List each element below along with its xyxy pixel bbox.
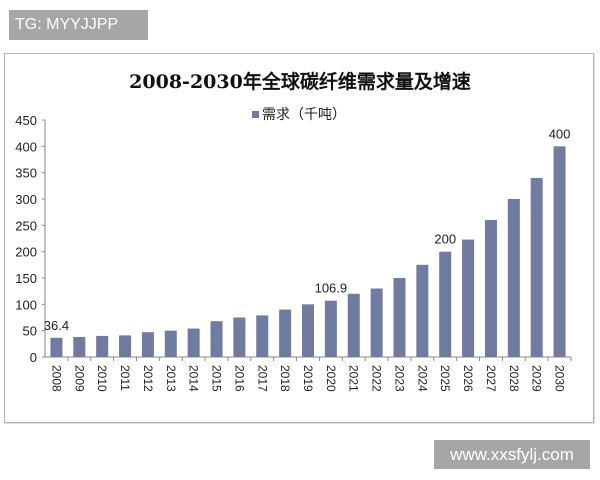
- legend: 需求（千吨）: [252, 104, 346, 124]
- x-tick-label: 2024: [415, 365, 429, 392]
- y-tick-label: 0: [30, 350, 37, 365]
- bar-2022: [370, 288, 383, 357]
- y-tick-label: 50: [23, 324, 37, 339]
- x-tick-label: 2026: [461, 365, 475, 392]
- x-tick-label: 2025: [438, 365, 452, 392]
- bar-2030: [553, 146, 566, 357]
- x-tick-label: 2017: [255, 365, 269, 392]
- bar-2019: [302, 304, 314, 357]
- x-tick-label: 2029: [530, 365, 544, 392]
- legend-label: 需求（千吨）: [262, 106, 346, 122]
- y-tick-label: 350: [15, 166, 37, 181]
- bar-2012: [141, 332, 154, 357]
- x-tick-label: 2023: [392, 365, 406, 392]
- bar-2023: [393, 278, 406, 357]
- watermark: www.xxsfylj.com: [434, 440, 590, 469]
- bar-2014: [187, 328, 200, 357]
- bar-2020: [324, 300, 337, 357]
- y-tick-label: 200: [15, 245, 37, 260]
- x-tick-label: 2011: [118, 365, 132, 391]
- bar-2010: [96, 335, 109, 357]
- data-label: 400: [549, 126, 571, 141]
- x-tick-label: 2015: [210, 365, 224, 392]
- x-tick-label: 2013: [164, 365, 178, 392]
- y-tick-label: 250: [15, 218, 37, 233]
- x-tick-label: 2010: [95, 365, 109, 392]
- data-label: 36.4: [44, 318, 69, 333]
- bar-2017: [256, 315, 269, 357]
- bar-2027: [484, 220, 497, 357]
- bar-2011: [119, 335, 132, 357]
- bar-2013: [164, 330, 177, 357]
- y-tick-label: 400: [15, 139, 37, 154]
- data-label: 106.9: [315, 281, 348, 296]
- y-tick-label: 300: [15, 192, 37, 207]
- bar-2016: [233, 317, 246, 357]
- bar-2009: [73, 336, 86, 357]
- y-tick-label: 100: [15, 297, 37, 312]
- bar-2008: [50, 337, 63, 357]
- bar-2018: [279, 309, 292, 357]
- x-tick-label: 2028: [507, 365, 521, 392]
- x-tick-label: 2027: [484, 365, 498, 392]
- x-tick-label: 2030: [553, 365, 567, 392]
- bar-2029: [530, 177, 543, 357]
- bar-2026: [462, 239, 475, 357]
- x-tick-label: 2014: [187, 365, 201, 392]
- bar-2015: [210, 321, 223, 357]
- y-tick-label: 150: [15, 271, 37, 286]
- x-tick-label: 2009: [72, 365, 86, 392]
- x-tick-label: 2020: [324, 365, 338, 392]
- bar-2025: [439, 251, 452, 357]
- legend-swatch: [252, 110, 259, 118]
- x-tick-label: 2016: [232, 365, 246, 392]
- x-tick-label: 2008: [49, 365, 63, 392]
- x-tick-label: 2021: [347, 365, 361, 392]
- tag-label: TG: MYYJJPP: [9, 10, 148, 40]
- y-tick-label: 450: [15, 113, 37, 128]
- x-tick-label: 2022: [370, 365, 384, 392]
- x-tick-label: 2012: [141, 365, 155, 392]
- bar-2028: [507, 199, 520, 357]
- chart-frame: [4, 53, 594, 423]
- chart-title: 2008-2030年全球碳纤维需求量及增速: [129, 71, 471, 93]
- data-label: 200: [434, 232, 456, 247]
- bar-2024: [416, 264, 429, 357]
- bar-2021: [347, 293, 360, 357]
- x-tick-label: 2019: [301, 365, 315, 392]
- x-tick-label: 2018: [278, 365, 292, 392]
